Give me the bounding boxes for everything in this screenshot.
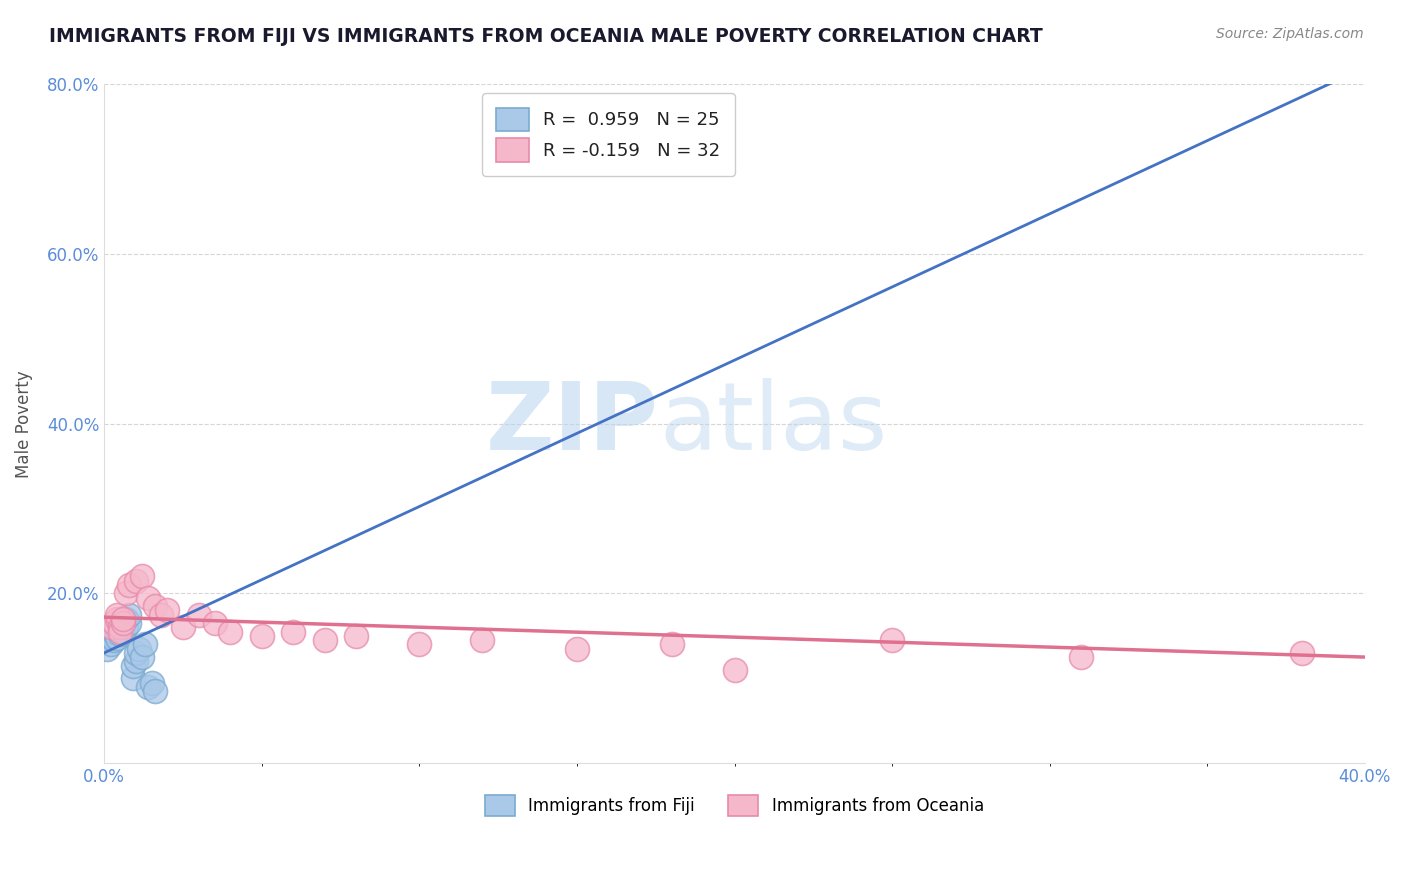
Point	[115, 586, 138, 600]
Legend: Immigrants from Fiji, Immigrants from Oceania: Immigrants from Fiji, Immigrants from Oc…	[478, 788, 991, 822]
Point	[143, 684, 166, 698]
Point	[103, 616, 125, 631]
Point	[100, 620, 122, 634]
Point	[408, 637, 430, 651]
Point	[219, 624, 242, 639]
Point	[118, 578, 141, 592]
Point	[100, 629, 122, 643]
Text: ZIP: ZIP	[486, 378, 659, 470]
Point	[131, 650, 153, 665]
Text: Source: ZipAtlas.com: Source: ZipAtlas.com	[1216, 27, 1364, 41]
Point	[344, 629, 367, 643]
Point	[128, 641, 150, 656]
Point	[121, 658, 143, 673]
Point	[1291, 646, 1313, 660]
Point	[314, 633, 336, 648]
Point	[156, 603, 179, 617]
Point	[125, 654, 148, 668]
Point	[187, 607, 209, 622]
Point	[108, 624, 131, 639]
Point	[100, 637, 122, 651]
Point	[283, 624, 305, 639]
Point	[105, 612, 128, 626]
Point	[138, 591, 160, 605]
Point	[131, 569, 153, 583]
Point	[471, 633, 494, 648]
Point	[118, 607, 141, 622]
Point	[138, 680, 160, 694]
Point	[108, 620, 131, 634]
Point	[103, 633, 125, 648]
Point	[112, 612, 135, 626]
Point	[121, 671, 143, 685]
Point	[105, 631, 128, 645]
Text: IMMIGRANTS FROM FIJI VS IMMIGRANTS FROM OCEANIA MALE POVERTY CORRELATION CHART: IMMIGRANTS FROM FIJI VS IMMIGRANTS FROM …	[49, 27, 1043, 45]
Text: atlas: atlas	[659, 378, 887, 470]
Point	[115, 620, 138, 634]
Y-axis label: Male Poverty: Male Poverty	[15, 370, 32, 477]
Point	[141, 675, 163, 690]
Point	[149, 607, 172, 622]
Point	[250, 629, 273, 643]
Point	[661, 637, 683, 651]
Point	[565, 641, 588, 656]
Point	[1070, 650, 1092, 665]
Point	[125, 646, 148, 660]
Point	[108, 620, 131, 634]
Point	[96, 641, 118, 656]
Point	[112, 616, 135, 631]
Point	[112, 616, 135, 631]
Point	[880, 633, 903, 648]
Point	[105, 607, 128, 622]
Point	[108, 627, 131, 641]
Point	[105, 622, 128, 636]
Point	[723, 663, 745, 677]
Point	[172, 620, 194, 634]
Point	[112, 624, 135, 639]
Point	[115, 612, 138, 626]
Point	[118, 616, 141, 631]
Point	[143, 599, 166, 614]
Point	[134, 637, 156, 651]
Point	[125, 574, 148, 588]
Point	[103, 624, 125, 639]
Point	[204, 616, 226, 631]
